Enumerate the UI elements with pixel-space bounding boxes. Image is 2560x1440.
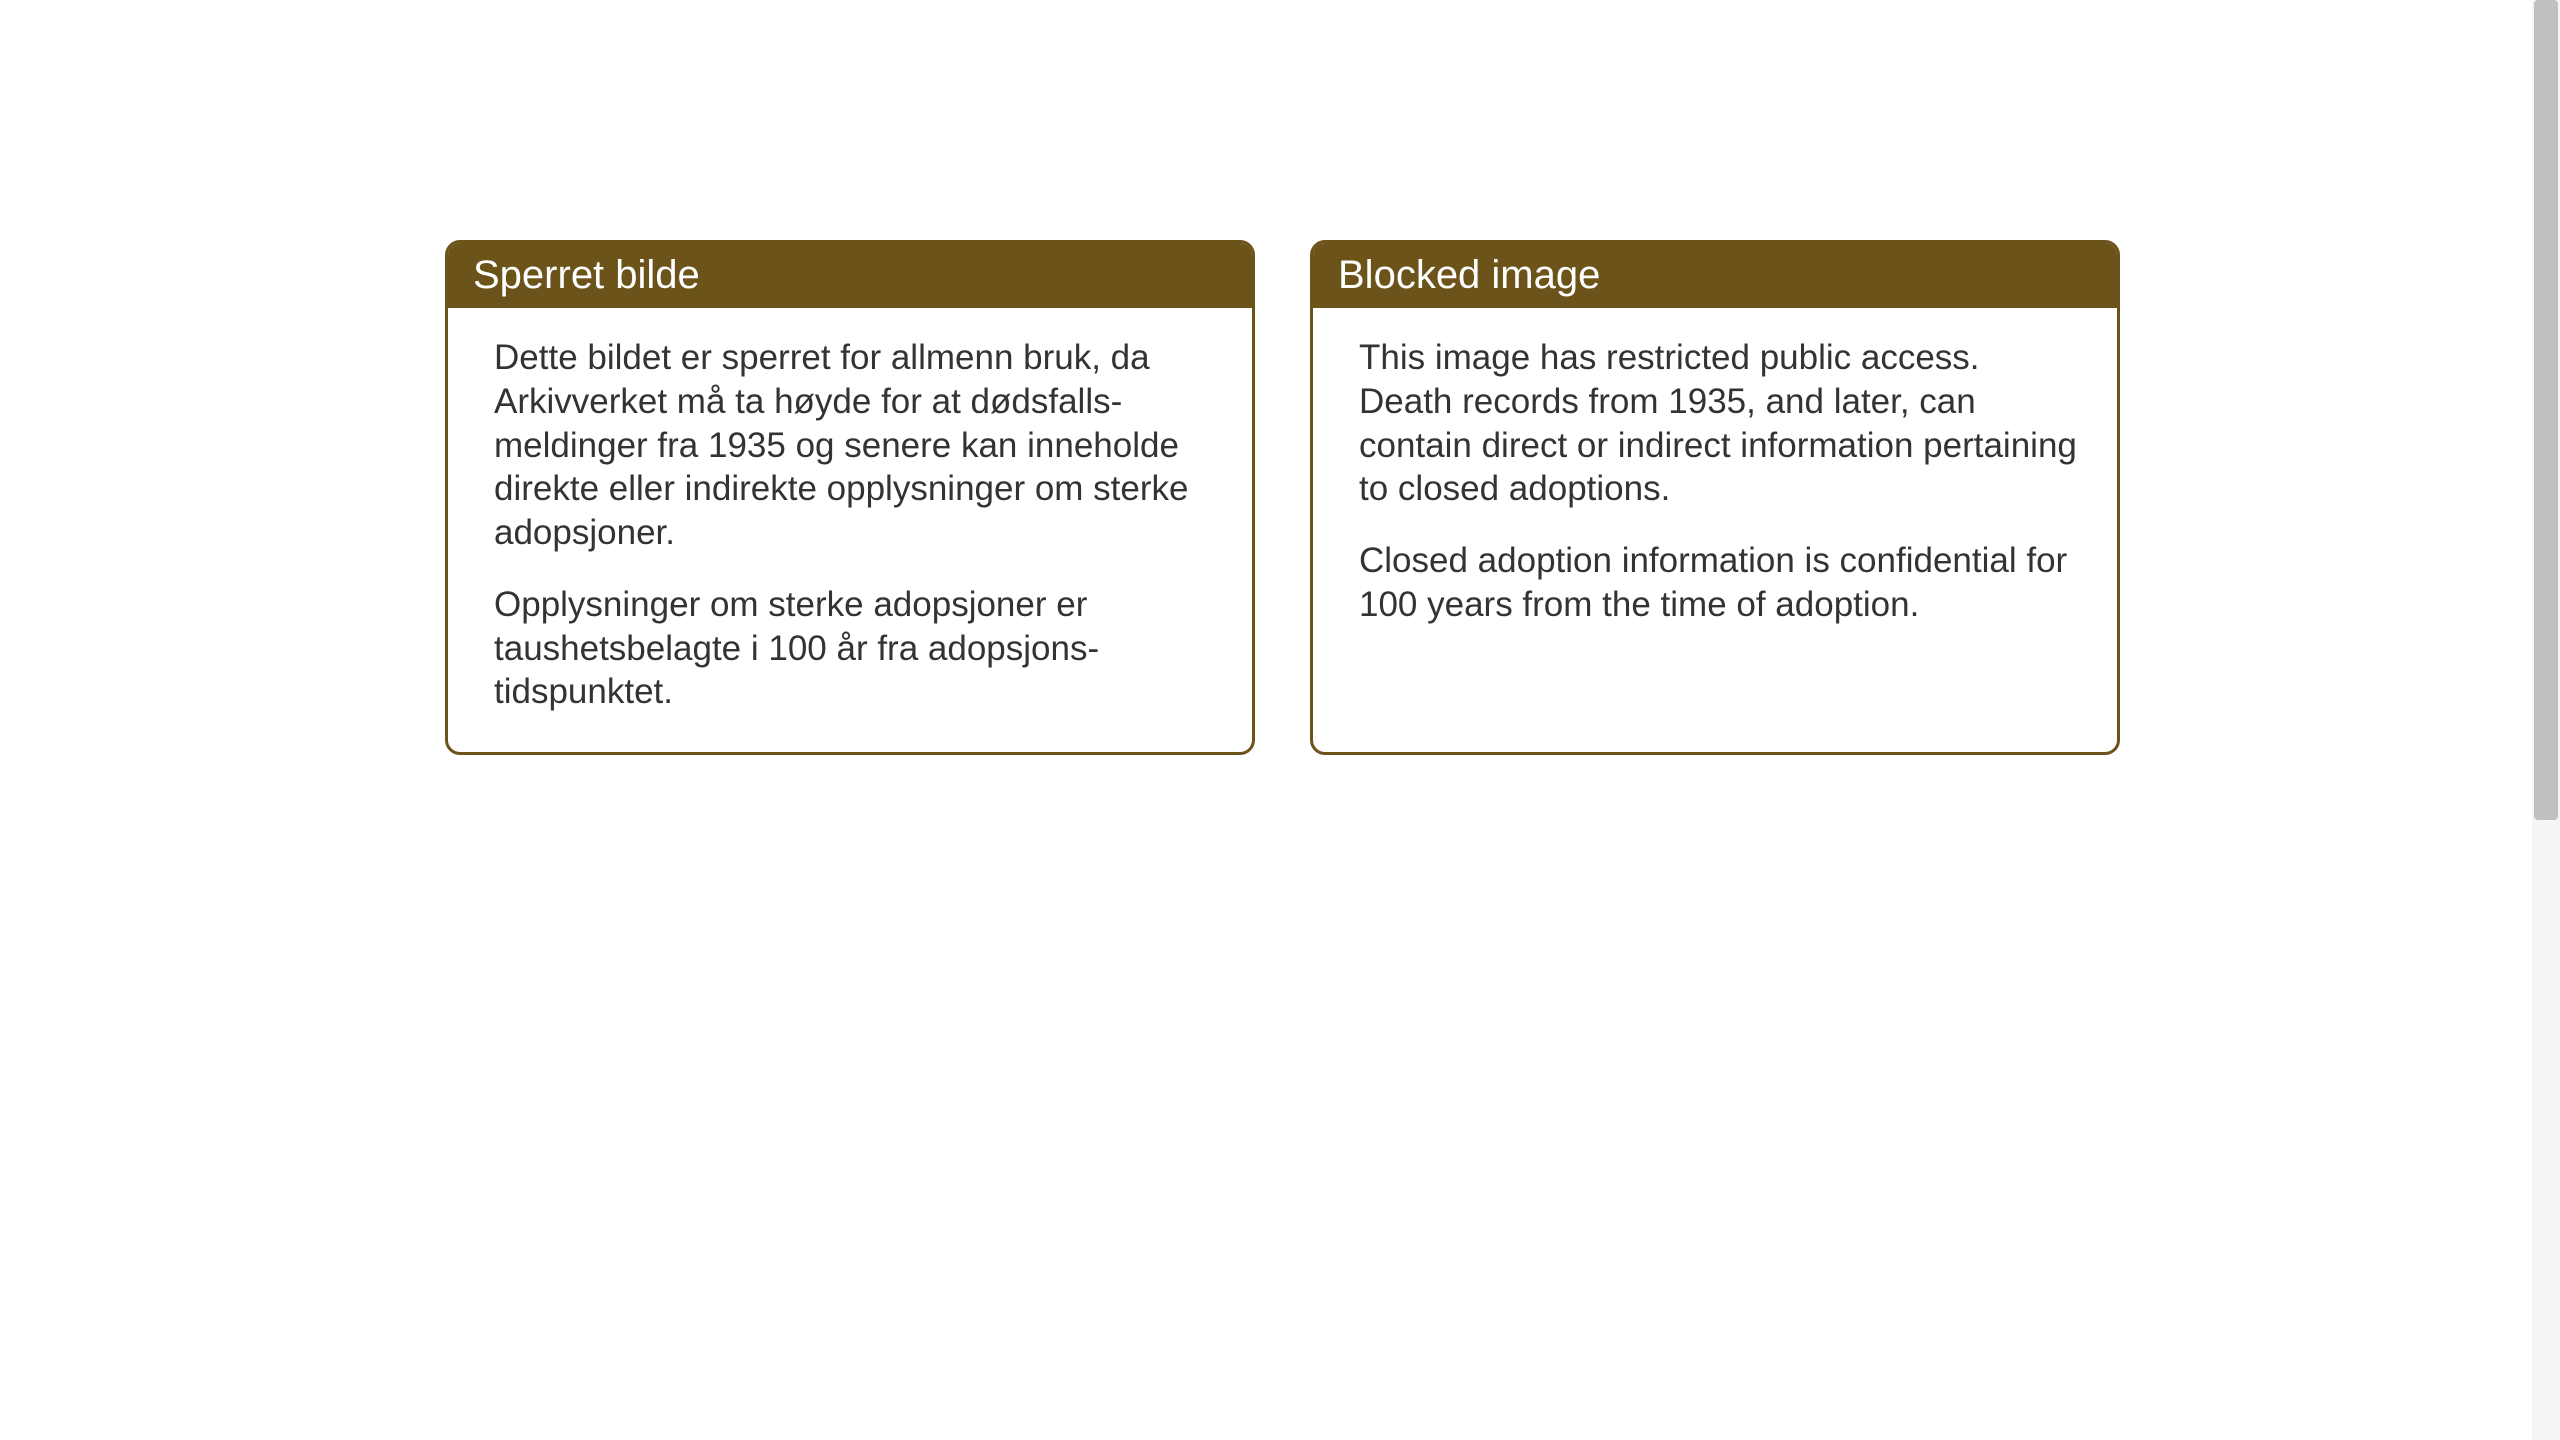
notice-body-english: This image has restricted public access.…: [1313, 308, 2117, 665]
notice-header-english: Blocked image: [1313, 243, 2117, 308]
vertical-scrollbar[interactable]: [2532, 0, 2560, 1440]
notice-paragraph-1-english: This image has restricted public access.…: [1359, 336, 2077, 511]
scrollbar-thumb[interactable]: [2534, 0, 2558, 820]
notices-container: Sperret bilde Dette bildet er sperret fo…: [445, 240, 2120, 755]
notice-title-english: Blocked image: [1338, 253, 1600, 297]
notice-paragraph-2-norwegian: Opplysninger om sterke adopsjoner er tau…: [494, 583, 1212, 714]
notice-box-english: Blocked image This image has restricted …: [1310, 240, 2120, 755]
notice-paragraph-2-english: Closed adoption information is confident…: [1359, 539, 2077, 627]
notice-header-norwegian: Sperret bilde: [448, 243, 1252, 308]
notice-title-norwegian: Sperret bilde: [473, 253, 700, 297]
notice-paragraph-1-norwegian: Dette bildet er sperret for allmenn bruk…: [494, 336, 1212, 555]
notice-box-norwegian: Sperret bilde Dette bildet er sperret fo…: [445, 240, 1255, 755]
notice-body-norwegian: Dette bildet er sperret for allmenn bruk…: [448, 308, 1252, 752]
